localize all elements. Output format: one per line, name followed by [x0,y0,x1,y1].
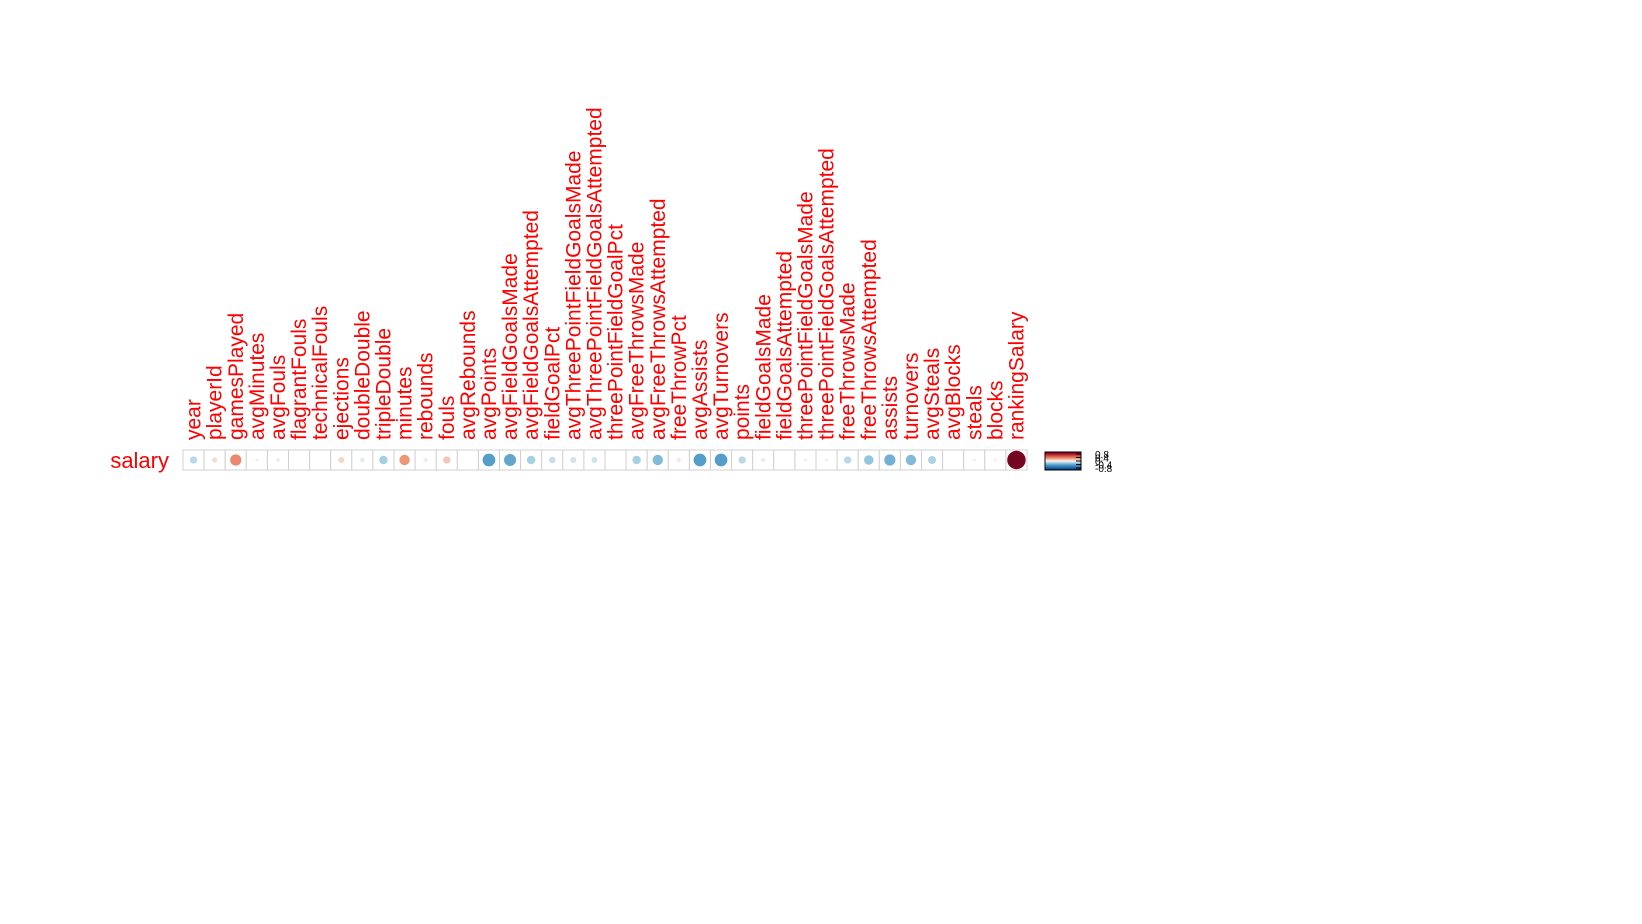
grid-cell [604,449,627,471]
column-label: avgThreePointFieldGoalsMade [562,151,585,441]
correlation-circle [738,456,746,464]
correlation-grid [182,449,1028,471]
column-label: doubleDouble [351,310,374,440]
column-label: blocks [984,380,1007,440]
correlation-circle [676,457,681,463]
column-label: avgRebounds [457,310,480,440]
grid-cell [456,449,479,471]
correlation-circle [693,453,707,467]
colorbar-tick-label: -0.8 [1095,464,1113,475]
column-label: playerId [204,365,227,440]
correlation-circle [399,454,410,466]
column-label: freeThrowPct [668,315,691,440]
colorbar-tick-label: 0.8 [1095,450,1109,461]
column-label: tripleDouble [372,328,395,440]
column-label: rankingSalary [1005,311,1028,440]
correlation-circle [189,456,198,464]
column-label: minutes [394,366,417,440]
column-label: fieldGoalsAttempted [773,251,796,440]
colorbar-tick-label: 0.4 [1095,454,1109,465]
correlation-circle [526,455,536,465]
correlation-circle [864,455,874,465]
correlation-circle [338,457,345,463]
column-label: fieldGoalsMade [752,294,775,440]
grid-cell [288,449,311,471]
column-label: rebounds [415,352,438,440]
grid-cell [942,449,965,471]
column-label: avgFieldGoalsAttempted [520,210,543,440]
correlation-circle [928,455,937,465]
correlation-circle [255,458,259,462]
column-label: points [731,384,754,440]
column-label: gamesPlayed [225,313,248,440]
colorbar [1044,451,1082,471]
column-label: year [183,399,206,440]
column-label: fouls [436,396,459,440]
column-label: flagrantFouls [288,319,311,440]
correlation-circle [570,457,577,463]
correlation-circle [504,453,517,467]
grid-cell [309,449,332,471]
column-label: threePointFieldGoalsAttempted [816,148,839,440]
correlation-circle [548,456,556,464]
correlation-circle [972,458,976,462]
column-label: fieldGoalPct [541,327,564,440]
correlation-circle [360,457,365,463]
column-label: avgMinutes [246,333,269,440]
column-label: steals [963,385,986,440]
column-label: turnovers [900,352,923,440]
colorbar-ticks: 0.80.40-0.4-0.8 [1076,450,1113,475]
column-label: freeThrowsAttempted [858,239,881,440]
row-label-salary: salary [110,448,169,473]
correlation-circle [230,454,242,466]
column-label: avgBlocks [942,344,965,440]
correlation-circle [824,458,829,462]
correlation-circle [761,457,766,463]
color-legend: 0.80.40-0.4-0.8 [1044,450,1113,475]
column-labels: yearplayerIdgamesPlayedavgMinutesavgFoul… [183,107,1029,440]
correlation-circle [1007,450,1026,470]
correlation-circle [884,454,896,466]
correlation-circle [843,456,852,464]
colorbar-tick-label: -0.4 [1095,461,1113,472]
column-label: technicalFouls [309,306,332,440]
column-label: avgTurnovers [710,312,733,440]
column-label: avgThreePointFieldGoalsAttempted [583,107,606,440]
grid-cell [773,449,796,471]
correlation-circle [211,457,218,463]
correlation-circle [905,454,917,466]
correlation-circle [714,453,728,467]
column-label: avgFouls [267,355,290,440]
column-label: threePointFieldGoalsMade [794,191,817,440]
column-label: avgSteals [921,348,944,440]
correlation-circle [276,458,280,462]
correlation-circle [993,458,997,462]
column-label: avgFreeThrowsAttempted [647,198,670,440]
column-label: ejections [330,357,353,440]
column-label: avgFreeThrowsMade [626,242,649,440]
column-label: freeThrowsMade [837,282,860,440]
correlation-circle [443,456,451,464]
column-label: threePointFieldGoalPct [605,224,628,440]
correlation-circle [379,455,388,465]
correlation-circle [482,453,496,467]
column-label: avgPoints [478,348,501,440]
correlation-circle [423,457,428,463]
correlation-circle [803,458,808,462]
correlation-circle [652,454,663,466]
colorbar-tick-label: 0 [1095,457,1101,468]
correlation-circle [591,457,598,463]
correlation-circle [632,455,641,465]
column-label: assists [879,376,902,440]
column-label: avgFieldGoalsMade [499,253,522,440]
column-label: avgAssists [689,340,712,440]
